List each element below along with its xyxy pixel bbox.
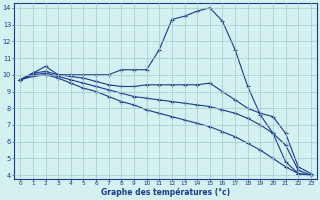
X-axis label: Graphe des températures (°c): Graphe des températures (°c): [101, 188, 230, 197]
